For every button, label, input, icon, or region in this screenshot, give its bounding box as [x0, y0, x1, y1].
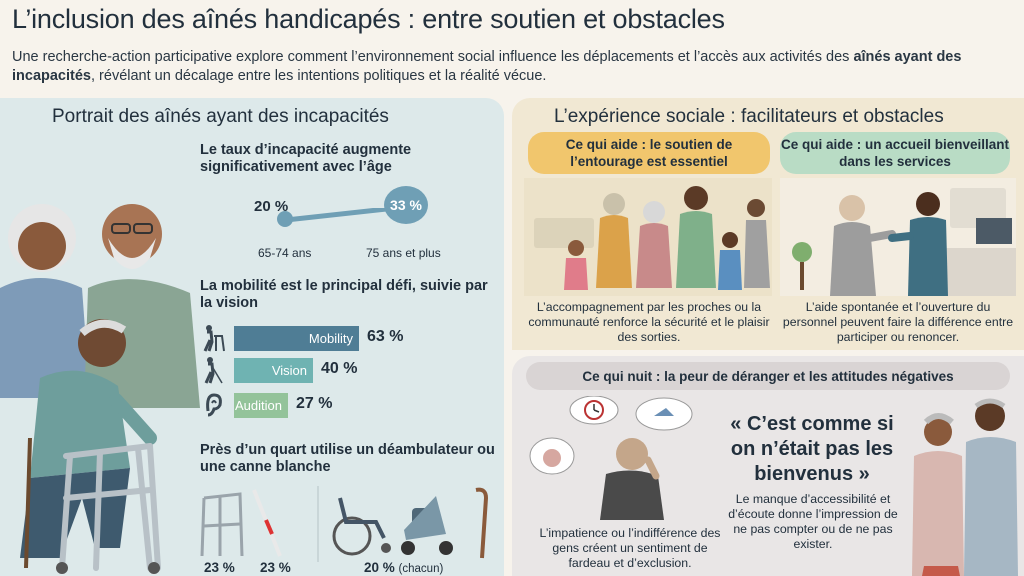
social-experience-panel: L’expérience sociale : facilitateurs et … [512, 98, 1024, 350]
age-connector [286, 208, 396, 223]
portrait-title: Portrait des aînés ayant des incapacités [52, 106, 389, 127]
seniors-illustration [0, 204, 200, 574]
intro-text: Une recherche-action participative explo… [12, 49, 962, 84]
testimony-quote: « C’est comme si on n’était pas les bien… [730, 413, 894, 485]
help-welcome-caption: L’aide spontanée et l’ouverture du perso… [782, 300, 1014, 344]
bar-audition: Audition [234, 393, 288, 418]
mobility-heading: La mobilité est le principal défi, suivi… [200, 278, 488, 311]
bar-value-mobility: 63 % [367, 328, 404, 345]
harm-label: Ce qui nuit : la peur de déranger et les… [526, 362, 1010, 390]
age-heading: Le taux d’incapacité augmente significat… [200, 142, 412, 175]
mobility-aids-illustration [200, 486, 489, 562]
bar-value-audition: 27 % [296, 395, 333, 412]
walker-percent: 23 % [204, 560, 235, 575]
harm-caption-left: L’impatience ou l’indifférence des gens … [539, 526, 721, 570]
help-support-caption: L’accompagnement par les proches ou la c… [528, 300, 770, 344]
age-dot-low [277, 211, 293, 227]
cane-person-icon [200, 356, 226, 384]
harm-caption-right: Le manque d’accessibilité et d’écoute do… [728, 492, 898, 551]
social-title: L’expérience sociale : facilitateurs et … [554, 106, 944, 127]
age-value-high: 33 % [384, 186, 428, 224]
bar-vision: Vision [234, 358, 313, 383]
excluded-couple-illustration [912, 398, 1018, 576]
age-label-high: 75 ans et plus [366, 246, 441, 260]
age-value-low: 20 % [254, 198, 289, 215]
service-welcome-illustration [780, 178, 1016, 296]
aids-heading: Près d’un quart utilise un déambulateur … [200, 442, 495, 475]
worried-senior-illustration [529, 396, 693, 520]
bar-mobility: Mobility [234, 326, 359, 351]
cane-percent: 23 % [260, 560, 291, 575]
obstacles-panel: Ce qui nuit : la peur de déranger et les… [512, 356, 1024, 576]
help-support-label: Ce qui aide : le soutien de l’entourage … [528, 132, 770, 174]
ear-icon [200, 391, 226, 419]
page-title: L’inclusion des aînés handicapés : entre… [12, 4, 725, 34]
help-welcome-label: Ce qui aide : un accueil bienveillant da… [780, 132, 1010, 174]
other-aids-percent: 20 % (chacun) [364, 560, 444, 575]
portrait-panel: Portrait des aînés ayant des incapacités [0, 98, 504, 576]
family-support-illustration [524, 178, 772, 296]
age-label-low: 65-74 ans [258, 246, 312, 260]
bar-value-vision: 40 % [321, 360, 358, 377]
walker-person-icon [200, 324, 226, 352]
